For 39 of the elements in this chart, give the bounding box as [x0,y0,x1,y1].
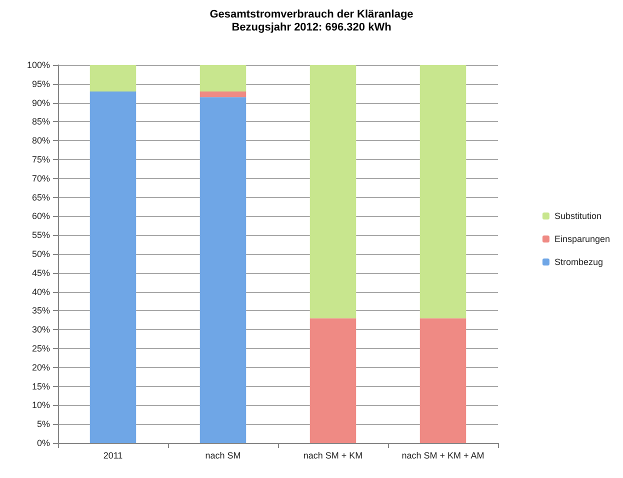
y-tick-label: 30% [32,324,50,335]
y-tick-label: 65% [32,192,50,202]
x-tick-label: 2011 [103,450,123,460]
y-tick-label: 45% [32,268,50,278]
y-tick-label: 25% [32,344,50,354]
chart-title: Gesamtstromverbrauch der Kläranlage [210,8,414,20]
y-tick-label: 10% [32,400,50,410]
y-tick-label: 15% [32,381,50,392]
y-tick-label: 5% [36,419,50,430]
y-tick-label: 80% [32,136,50,146]
bar [90,91,136,443]
y-tick-label: 55% [32,230,50,240]
x-tick-label: nach SM + KM + AM [402,450,484,460]
bar [420,65,466,318]
y-tick-label: 50% [32,249,50,259]
legend-label: Substitution [554,211,602,221]
y-tick-label: 0% [36,438,50,448]
bar [200,65,246,92]
y-tick-label: 20% [32,362,50,372]
y-tick-label: 90% [32,98,50,108]
y-tick-label: 60% [32,211,50,222]
x-tick-label: nach SM + KM [303,450,363,460]
x-tick-label: nach SM [205,450,241,460]
bar [310,65,356,318]
bar [200,97,246,443]
y-tick-label: 85% [32,116,50,127]
bar [90,65,136,92]
bar [420,318,466,443]
bar [200,91,246,98]
y-tick-label: 40% [32,286,50,297]
legend-label: Einsparungen [554,234,610,244]
chart-subtitle: Bezugsjahr 2012: 696.320 kWh [232,22,392,34]
y-tick-label: 95% [32,78,50,89]
y-tick-label: 70% [32,173,50,184]
y-tick-label: 75% [32,154,50,164]
y-tick-label: 35% [32,306,50,316]
y-tick-label: 100% [26,60,50,70]
legend-label: Strombezug [554,257,603,267]
bar [310,318,356,443]
